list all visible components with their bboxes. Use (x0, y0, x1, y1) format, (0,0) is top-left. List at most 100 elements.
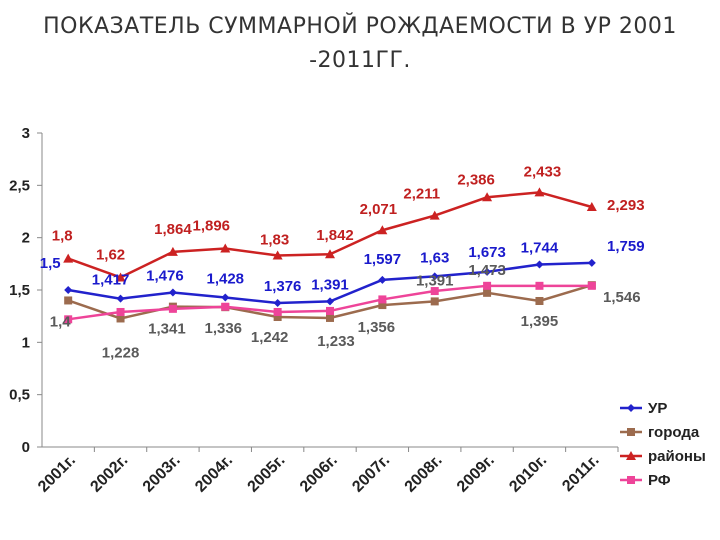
series-ur-point (483, 267, 492, 276)
x-tick-label: 2006г. (297, 452, 341, 496)
series-ur-point (273, 298, 282, 307)
series-goroda-point (483, 288, 492, 297)
x-tick-label: 2001г. (35, 452, 79, 496)
x-tick-label: 2005г. (245, 452, 289, 496)
series-goroda-point (273, 313, 282, 322)
series-rayony-point (325, 249, 335, 259)
series-rayony-point (220, 243, 231, 253)
series-goroda-data-label: 1,233 (317, 333, 355, 350)
title-line-1: ПОКАЗАТЕЛЬ СУММАРНОЙ РОЖДАЕМОСТИ В УР 20… (43, 14, 677, 39)
y-tick-label: 0,5 (9, 387, 30, 404)
series-rayony-data-label: 1,864 (154, 221, 192, 238)
series-rayony-point (377, 225, 388, 235)
series-goroda-point (378, 301, 387, 310)
legend-marker-series-rf (627, 476, 635, 484)
series-ur-data-label: 1,759 (607, 238, 645, 255)
x-tick-label: 2010г. (506, 452, 550, 496)
series-rayony-data-label: 1,896 (192, 218, 230, 235)
series-rf-point (168, 304, 177, 313)
series-rayony-data-label: 2,433 (524, 163, 562, 180)
legend-label-series-rf: РФ (648, 472, 671, 489)
series-rayony-data-label: 2,386 (457, 171, 495, 188)
series-goroda-data-label: 1,4 (50, 313, 72, 330)
series-rayony-data-label: 1,83 (260, 231, 289, 248)
series-rayony-data-label: 2,071 (360, 201, 398, 218)
series-ur-data-label: 1,391 (311, 276, 349, 293)
series-ur-data-label: 1,673 (468, 244, 506, 261)
page-title: ПОКАЗАТЕЛЬ СУММАРНОЙ РОЖДАЕМОСТИ В УР 20… (0, 10, 720, 78)
series-goroda-data-label: 1,242 (251, 329, 289, 346)
series-goroda-data-label: 1,356 (358, 319, 396, 336)
y-tick-label: 0 (22, 439, 30, 456)
series-ur-data-label: 1,417 (92, 272, 130, 289)
legend-marker-series-goroda (627, 428, 635, 436)
series-ur-data-label: 1,428 (206, 271, 244, 288)
x-tick-label: 2002г. (87, 452, 131, 496)
y-tick-label: 1,5 (9, 282, 30, 299)
series-rayony-point (115, 272, 126, 282)
series-rayony-point (534, 187, 545, 197)
legend-marker-series-ur (627, 404, 635, 412)
y-tick-label: 2 (22, 230, 30, 247)
series-rf-point (221, 302, 230, 311)
series-rayony-point (63, 253, 74, 263)
series-goroda-data-label: 1,391 (416, 272, 454, 289)
series-ur-point (535, 260, 544, 269)
series-ur-point (326, 297, 334, 306)
series-rayony-data-label: 1,62 (96, 246, 125, 263)
legend-label-series-goroda: города (648, 424, 700, 441)
legend-label-series-rayony: районы (648, 448, 706, 465)
series-ur-data-label: 1,476 (146, 268, 184, 285)
series-goroda-data-label: 1,395 (521, 313, 559, 330)
y-tick-label: 2,5 (9, 177, 30, 194)
x-tick-label: 2011г. (559, 452, 602, 495)
series-rf-point (64, 315, 73, 324)
series-ur-point (378, 275, 387, 284)
series-rayony-data-label: 1,842 (316, 227, 354, 244)
series-goroda-data-label: 1,336 (204, 320, 242, 337)
series-goroda-data-label: 1,546 (603, 289, 641, 306)
series-rf-point (378, 295, 387, 304)
series-rf-point (326, 306, 334, 315)
series-goroda-data-label: 1,228 (102, 344, 140, 361)
series-ur-point (587, 258, 596, 267)
series-ur-point (116, 294, 125, 303)
legend-label-series-ur: УР (648, 400, 667, 417)
series-ur-data-label: 1,744 (521, 239, 559, 256)
series-rf-point (430, 287, 439, 296)
series-rayony-point (167, 246, 178, 256)
title-line-2: -2011ГГ. (309, 48, 411, 73)
series-goroda-point (64, 296, 73, 305)
series-rayony-data-label: 1,8 (52, 228, 73, 245)
series-rf-point (535, 281, 544, 290)
series-ur-data-label: 1,597 (364, 251, 402, 268)
series-goroda-point (430, 297, 439, 306)
x-tick-label: 2007г. (349, 452, 393, 496)
x-tick-label: 2004г. (192, 452, 236, 496)
x-tick-label: 2003г. (140, 452, 184, 496)
series-goroda-point (535, 296, 544, 305)
series-rayony-point (586, 201, 597, 211)
x-tick-label: 2009г. (454, 452, 498, 496)
x-tick-label: 2008г. (402, 452, 446, 496)
series-goroda-point (326, 313, 334, 322)
series-rayony-point (482, 192, 493, 202)
series-rf-point (587, 281, 596, 290)
series-ur-data-label: 1,63 (420, 249, 449, 266)
y-tick-label: 3 (22, 125, 30, 142)
series-ur-point (168, 288, 177, 297)
legend-marker-series-rayony (626, 451, 636, 460)
series-ur-data-label: 1,376 (264, 278, 302, 295)
series-ur-point (430, 272, 439, 281)
series-rf-point (273, 307, 282, 316)
series-rayony-data-label: 2,293 (607, 197, 645, 214)
series-rayony-data-label: 2,211 (403, 186, 440, 203)
series-goroda-data-label: 1,341 (148, 321, 186, 338)
series-rayony-point (272, 250, 283, 260)
series-ur-data-label: 1,5 (40, 255, 61, 272)
series-ur-point (64, 286, 73, 294)
series-goroda-point (116, 314, 125, 323)
series-rf-point (116, 307, 125, 316)
series-rf-point (483, 281, 492, 290)
